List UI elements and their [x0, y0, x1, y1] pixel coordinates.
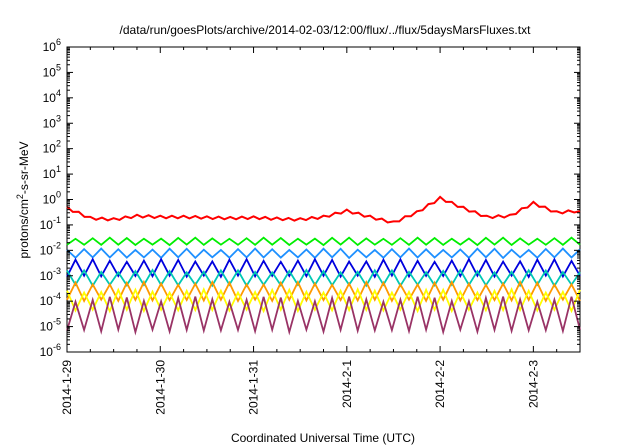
- y-tick-label: 10-2: [40, 240, 61, 257]
- y-axis-label-sup: 2: [15, 194, 25, 199]
- y-axis-label-rest: -s-sr-MeV: [17, 141, 31, 194]
- y-tick-label: 10-4: [40, 291, 61, 308]
- y-tick-label: 104: [43, 88, 61, 105]
- x-tick-label: 2014-2-1: [340, 360, 354, 408]
- series-line-6: [66, 279, 581, 304]
- y-axis: 10-6 10-5 10-4 10-3 10-2 10-1 100 101 102 103 104 1…: [40, 37, 580, 359]
- y-tick-label: 10-1: [40, 215, 61, 232]
- series-layer: [66, 195, 581, 336]
- series-line-4: [66, 257, 581, 279]
- x-axis-label: Coordinated Universal Time (UTC): [231, 431, 415, 445]
- x-tick-label: 2014-2-2: [433, 360, 447, 408]
- x-axis: 2014-1-29 2014-1-30 2014-1-31 2014-2-1 2014-…: [60, 47, 581, 415]
- y-tick-label: 105: [43, 62, 61, 79]
- y-tick-label: 103: [43, 113, 61, 130]
- series-line-1: [66, 195, 581, 224]
- y-axis-label: protons/cm2-s-sr-MeV: [15, 141, 31, 258]
- series-line-5: [66, 268, 581, 288]
- y-tick-label: 100: [43, 190, 61, 207]
- y-tick-label: 10-5: [40, 317, 61, 334]
- y-tick-label: 10-3: [40, 266, 61, 283]
- y-tick-label: 106: [43, 37, 61, 54]
- series-line-3: [66, 247, 581, 260]
- y-tick-label: 101: [43, 164, 61, 181]
- x-tick-label: 2014-1-29: [60, 360, 74, 415]
- series-line-7: [66, 287, 581, 314]
- chart-title: /data/run/goesPlots/archive/2014-02-03/1…: [120, 23, 532, 37]
- series-line-2: [66, 236, 581, 247]
- x-tick-label: 2014-1-31: [247, 360, 261, 415]
- y-axis-label-main: protons/cm: [17, 199, 31, 258]
- plot-frame: [66, 46, 581, 353]
- y-tick-label: 10-6: [40, 342, 61, 359]
- series-line-8: [66, 294, 581, 336]
- x-tick-label: 2014-2-3: [526, 360, 540, 408]
- x-tick-label: 2014-1-30: [153, 360, 167, 415]
- y-tick-label: 102: [43, 139, 61, 156]
